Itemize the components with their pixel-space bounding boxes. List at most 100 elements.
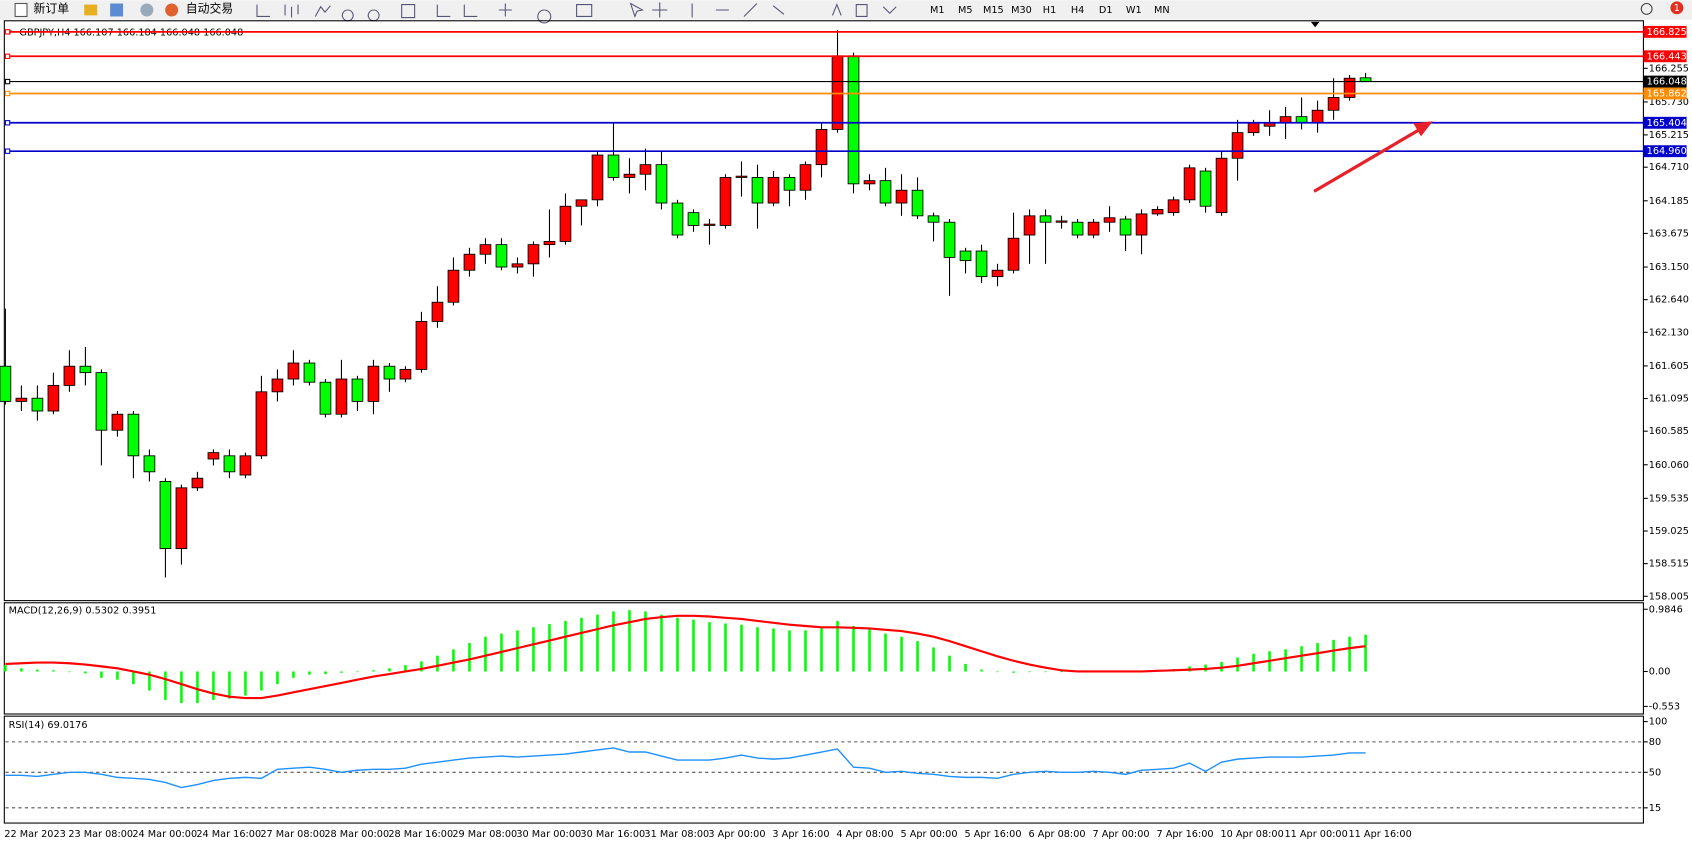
candle-body bbox=[703, 223, 716, 226]
y-tick-label: 15 bbox=[1649, 803, 1661, 814]
level-label: 165.862 bbox=[1647, 88, 1687, 99]
macd-bar bbox=[1300, 646, 1303, 672]
signal-line bbox=[5, 614, 1366, 700]
icon[interactable] bbox=[110, 3, 124, 17]
x-tick-label: 7 Apr 16:00 bbox=[1156, 829, 1213, 840]
macd-bar bbox=[100, 671, 103, 678]
timeframe-button[interactable]: H4 bbox=[1071, 5, 1084, 16]
macd-bar bbox=[996, 671, 999, 673]
candle-body bbox=[687, 212, 700, 226]
candle-body bbox=[399, 368, 412, 380]
candle-body bbox=[751, 177, 764, 204]
candle-body bbox=[1199, 170, 1212, 207]
candle-body bbox=[991, 269, 1004, 278]
macd-bar bbox=[964, 663, 967, 672]
candle-body bbox=[943, 221, 956, 258]
candle-body bbox=[719, 177, 732, 226]
timeframe-button[interactable]: H1 bbox=[1043, 5, 1056, 16]
icon[interactable] bbox=[84, 4, 98, 16]
x-tick-label: 29 Mar 08:00 bbox=[452, 829, 517, 840]
candle-body bbox=[431, 301, 444, 322]
candle-body bbox=[655, 164, 668, 204]
macd-bar bbox=[1044, 671, 1047, 673]
macd-bar bbox=[404, 665, 407, 672]
candle-body bbox=[1071, 221, 1084, 236]
candle-body bbox=[815, 129, 828, 166]
candle-body bbox=[79, 365, 92, 374]
timeframe-button[interactable]: M15 bbox=[983, 5, 1004, 16]
candle-body bbox=[0, 365, 12, 402]
macd-bar bbox=[532, 627, 535, 672]
macd-bar bbox=[276, 671, 279, 685]
candle-body bbox=[1135, 213, 1148, 236]
candle-body bbox=[1087, 221, 1100, 236]
macd-bar bbox=[68, 671, 71, 673]
y-tick-label: 50 bbox=[1649, 767, 1661, 778]
icon[interactable] bbox=[140, 3, 154, 17]
rsi-line bbox=[5, 747, 1366, 789]
macd-bar bbox=[564, 620, 567, 672]
timeframe-button[interactable]: D1 bbox=[1099, 5, 1113, 16]
x-tick-label: 7 Apr 00:00 bbox=[1092, 829, 1149, 840]
timeframes: M1 M5 M15 M30 H1 H4 D1 W1 MN bbox=[930, 5, 1170, 16]
toolbar-bg bbox=[0, 0, 1692, 20]
macd-bar bbox=[148, 671, 151, 691]
candle-body bbox=[735, 175, 748, 178]
timeframe-button[interactable]: M30 bbox=[1011, 5, 1032, 16]
candle-body bbox=[671, 202, 684, 236]
candle-body bbox=[303, 362, 316, 383]
candle-body bbox=[591, 154, 604, 201]
candle-body bbox=[271, 378, 284, 393]
candle-body bbox=[1343, 77, 1356, 98]
timeframe-button[interactable]: MN bbox=[1154, 5, 1170, 16]
macd-bar bbox=[1028, 671, 1031, 673]
notification-badge[interactable] bbox=[1670, 1, 1684, 15]
macd-bar bbox=[820, 628, 823, 672]
y-tick-label: -0.553 bbox=[1649, 701, 1680, 712]
y-tick-label: 165.730 bbox=[1649, 97, 1689, 108]
macd-bar bbox=[4, 665, 7, 672]
x-tick-label: 31 Mar 08:00 bbox=[644, 829, 709, 840]
y-tick-label: 163.150 bbox=[1649, 262, 1689, 273]
shift-marker bbox=[1310, 21, 1320, 28]
candle-body bbox=[543, 240, 556, 246]
candle-body bbox=[15, 397, 28, 402]
candle-body bbox=[1039, 215, 1052, 223]
y-tick-label: 161.605 bbox=[1649, 361, 1689, 372]
timeframe-button[interactable]: M5 bbox=[958, 5, 973, 16]
y-tick-label: 159.025 bbox=[1649, 526, 1689, 537]
candle-body bbox=[575, 199, 588, 207]
candle-body bbox=[959, 250, 972, 262]
macd-bar bbox=[372, 670, 375, 672]
candle-body bbox=[1023, 215, 1036, 236]
candle-body bbox=[1119, 218, 1132, 236]
x-tick-label: 11 Apr 00:00 bbox=[1284, 829, 1347, 840]
autotrade-button[interactable]: 自动交易 bbox=[186, 1, 233, 15]
level-label: 166.825 bbox=[1647, 27, 1687, 38]
autotrade-icon[interactable] bbox=[165, 3, 179, 17]
timeframe-button[interactable]: M1 bbox=[930, 5, 945, 16]
candle-body bbox=[127, 413, 140, 457]
macd-bar bbox=[1332, 639, 1335, 672]
x-tick-label: 28 Mar 16:00 bbox=[388, 829, 453, 840]
candle-body bbox=[511, 263, 524, 268]
macd-bar bbox=[1012, 671, 1015, 673]
macd-bar bbox=[612, 611, 615, 672]
candle-body bbox=[239, 455, 252, 476]
candle-body bbox=[111, 413, 124, 431]
timeframe-button[interactable]: W1 bbox=[1126, 5, 1142, 16]
search-icon[interactable] bbox=[1640, 2, 1653, 15]
candle-body bbox=[1103, 217, 1116, 223]
level-handle bbox=[4, 120, 11, 126]
macd-bar bbox=[772, 628, 775, 672]
candle-body bbox=[623, 173, 636, 178]
x-tick-label: 23 Mar 08:00 bbox=[68, 829, 133, 840]
macd-bar bbox=[516, 630, 519, 672]
candle-body bbox=[767, 177, 780, 204]
new-order-button[interactable]: 新订单 bbox=[33, 1, 69, 15]
macd-bar bbox=[116, 671, 119, 680]
macd-bar bbox=[228, 671, 231, 699]
x-tick-label: 5 Apr 00:00 bbox=[900, 829, 957, 840]
